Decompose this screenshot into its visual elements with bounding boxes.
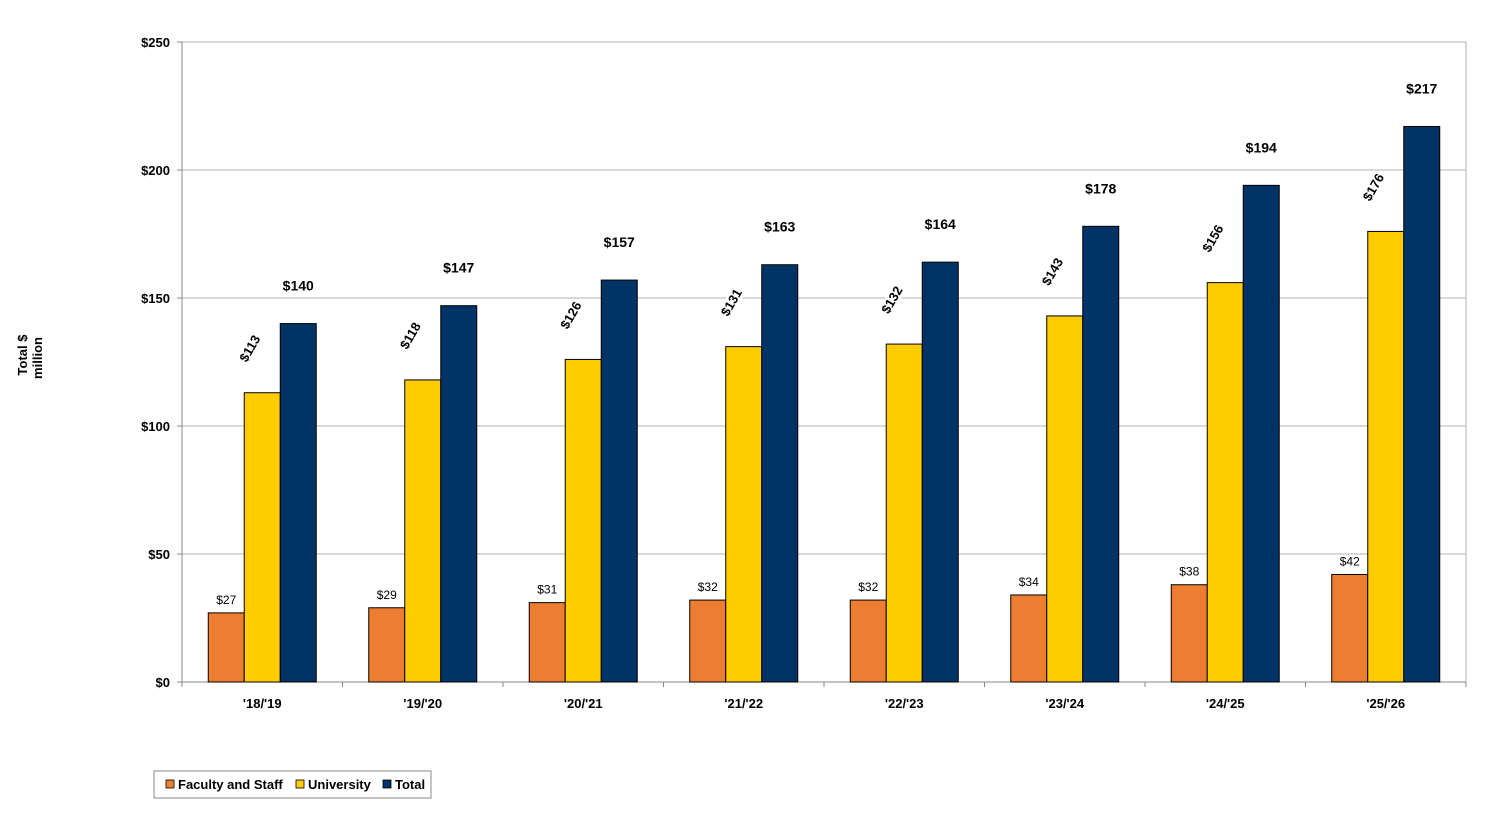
data-label: $217 bbox=[1406, 80, 1437, 96]
bar bbox=[1331, 573, 1369, 683]
data-label: $143 bbox=[1039, 255, 1066, 288]
data-label: $126 bbox=[557, 299, 584, 332]
data-label: $157 bbox=[604, 234, 635, 250]
y-tick-label: $50 bbox=[148, 547, 170, 562]
y-axis-title-line2: million bbox=[30, 337, 45, 379]
bar bbox=[1242, 184, 1280, 683]
data-label: $113 bbox=[236, 333, 263, 365]
bar bbox=[279, 323, 317, 683]
data-label: $27 bbox=[216, 593, 236, 607]
bar bbox=[404, 379, 442, 683]
data-label-backdrop bbox=[1362, 175, 1385, 200]
data-label-backdrop bbox=[560, 303, 583, 328]
data-label: $140 bbox=[283, 278, 314, 294]
data-label: $178 bbox=[1085, 180, 1116, 196]
x-tick-label: '25/'26 bbox=[1366, 696, 1405, 711]
bar bbox=[528, 602, 566, 683]
bar bbox=[849, 599, 887, 683]
bar bbox=[440, 305, 478, 683]
data-label: $42 bbox=[1340, 554, 1360, 568]
bar bbox=[1010, 594, 1048, 683]
data-label: $118 bbox=[397, 320, 424, 352]
data-label: $164 bbox=[925, 216, 956, 232]
legend-swatch bbox=[295, 779, 305, 789]
y-tick-label: $250 bbox=[141, 35, 170, 50]
data-label-backdrop bbox=[239, 336, 262, 361]
bar bbox=[368, 607, 406, 683]
data-label: $132 bbox=[878, 284, 905, 317]
data-label: $163 bbox=[764, 219, 795, 235]
legend-label: Total bbox=[395, 777, 425, 792]
legend: Faculty and Staff University Total bbox=[153, 770, 432, 799]
x-tick-label: '18/'19 bbox=[243, 696, 282, 711]
bar bbox=[1206, 282, 1244, 683]
bar bbox=[761, 264, 799, 683]
legend-label: Faculty and Staff bbox=[178, 777, 283, 792]
data-label-backdrop bbox=[1202, 226, 1225, 251]
x-tick-label: '19/'20 bbox=[403, 696, 442, 711]
data-label: $38 bbox=[1179, 565, 1199, 579]
bar bbox=[600, 279, 638, 683]
data-label-backdrop bbox=[720, 290, 743, 315]
bar bbox=[1170, 584, 1208, 683]
legend-swatch bbox=[382, 779, 392, 789]
bar bbox=[207, 612, 245, 683]
bar bbox=[885, 343, 923, 683]
data-label: $176 bbox=[1360, 171, 1387, 204]
legend-swatch bbox=[165, 779, 175, 789]
bar bbox=[1403, 125, 1441, 683]
data-label: $147 bbox=[443, 260, 474, 276]
data-label: $32 bbox=[698, 580, 718, 594]
x-tick-label: '20/'21 bbox=[564, 696, 603, 711]
y-tick-label: $0 bbox=[156, 675, 170, 690]
data-label: $34 bbox=[1019, 575, 1039, 589]
y-tick-label: $100 bbox=[141, 419, 170, 434]
data-label-backdrop bbox=[1041, 259, 1064, 285]
bars bbox=[207, 125, 1441, 683]
data-label: $131 bbox=[718, 286, 745, 319]
data-label: $32 bbox=[858, 580, 878, 594]
bar bbox=[1046, 315, 1084, 683]
bar bbox=[1367, 230, 1405, 683]
y-tick-label: $150 bbox=[141, 291, 170, 306]
y-axis-title-line1: Total $ bbox=[15, 334, 30, 376]
x-tick-label: '24/'25 bbox=[1206, 696, 1245, 711]
data-label: $194 bbox=[1246, 139, 1277, 155]
data-label: $31 bbox=[537, 583, 557, 597]
x-tick-label: '22/'23 bbox=[885, 696, 924, 711]
bar bbox=[725, 346, 763, 683]
bar bbox=[921, 261, 959, 683]
x-tick-label: '21/'22 bbox=[724, 696, 763, 711]
bar bbox=[689, 599, 727, 683]
y-tick-label: $200 bbox=[141, 163, 170, 178]
bar bbox=[243, 392, 281, 683]
x-tick-label: '23/'24 bbox=[1045, 696, 1084, 711]
data-label-backdrop bbox=[881, 287, 904, 313]
y-axis-title: Total $ million bbox=[15, 334, 45, 379]
bar bbox=[1082, 225, 1120, 683]
legend-label: University bbox=[308, 777, 372, 792]
data-label-backdrop bbox=[399, 323, 422, 349]
data-label: $156 bbox=[1199, 222, 1226, 255]
bar bbox=[564, 358, 602, 683]
data-label: $29 bbox=[377, 588, 397, 602]
